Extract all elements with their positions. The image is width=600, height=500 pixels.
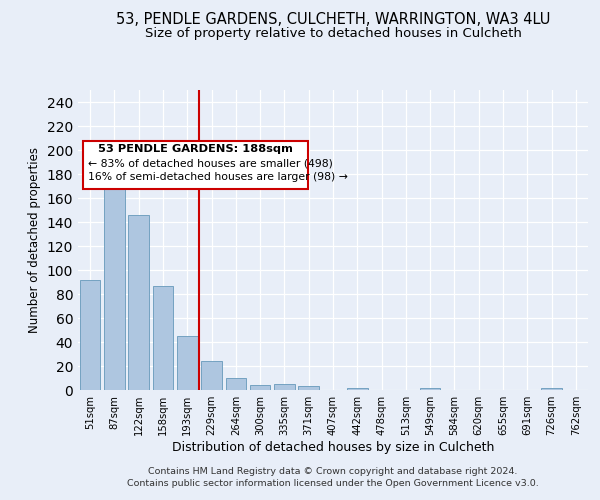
- X-axis label: Distribution of detached houses by size in Culcheth: Distribution of detached houses by size …: [172, 441, 494, 454]
- Text: ← 83% of detached houses are smaller (498): ← 83% of detached houses are smaller (49…: [88, 159, 333, 169]
- Bar: [226, 378, 246, 390]
- Bar: [420, 388, 440, 390]
- Bar: [80, 280, 100, 390]
- Bar: [347, 388, 368, 390]
- Bar: [177, 336, 197, 390]
- Text: 53 PENDLE GARDENS: 188sqm: 53 PENDLE GARDENS: 188sqm: [98, 144, 293, 154]
- FancyBboxPatch shape: [83, 141, 308, 189]
- Text: 53, PENDLE GARDENS, CULCHETH, WARRINGTON, WA3 4LU: 53, PENDLE GARDENS, CULCHETH, WARRINGTON…: [116, 12, 550, 28]
- Text: Size of property relative to detached houses in Culcheth: Size of property relative to detached ho…: [145, 28, 521, 40]
- Bar: [298, 386, 319, 390]
- Bar: [541, 388, 562, 390]
- Bar: [250, 385, 271, 390]
- Bar: [152, 286, 173, 390]
- Bar: [104, 167, 125, 390]
- Bar: [274, 384, 295, 390]
- Text: Contains public sector information licensed under the Open Government Licence v3: Contains public sector information licen…: [127, 478, 539, 488]
- Y-axis label: Number of detached properties: Number of detached properties: [28, 147, 41, 333]
- Text: 16% of semi-detached houses are larger (98) →: 16% of semi-detached houses are larger (…: [88, 172, 348, 182]
- Bar: [128, 215, 149, 390]
- Bar: [201, 361, 222, 390]
- Text: Contains HM Land Registry data © Crown copyright and database right 2024.: Contains HM Land Registry data © Crown c…: [148, 467, 518, 476]
